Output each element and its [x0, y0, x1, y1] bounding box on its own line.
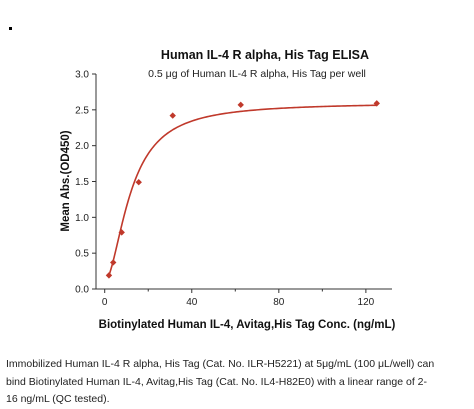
- x-axis-label: Biotinylated Human IL-4, Avitag,His Tag …: [99, 319, 396, 331]
- data-point: [373, 100, 380, 107]
- data-point: [110, 259, 117, 266]
- y-tick-label: 1.5: [75, 177, 89, 188]
- data-point: [105, 272, 113, 279]
- data-point: [118, 229, 125, 236]
- x-tick-label: 40: [186, 297, 198, 308]
- data-point: [237, 101, 244, 109]
- y-tick-label: 2.5: [75, 105, 89, 116]
- x-tick-label: 80: [273, 297, 285, 308]
- figure-caption: Immobilized Human IL-4 R alpha, His Tag …: [6, 356, 470, 409]
- y-tick-label: 0.0: [75, 285, 89, 296]
- caption-line: 16 ng/mL (QC tested).: [6, 393, 110, 405]
- x-tick-label: 0: [102, 297, 108, 308]
- caption-line: Immobilized Human IL-4 R alpha, His Tag …: [6, 358, 435, 370]
- data-point: [169, 112, 176, 119]
- y-tick-label: 2.0: [75, 141, 89, 152]
- elisa-chart: Human IL-4 R alpha, His Tag ELISA 0.5 μg…: [60, 48, 396, 331]
- x-tick-label: 120: [358, 297, 375, 308]
- y-axis-ticks: 0.0 0.5 1.0 1.5 2.0 2.5 3.0: [75, 70, 96, 296]
- chart-title: Human IL-4 R alpha, His Tag ELISA: [161, 48, 369, 62]
- y-axis-label: Mean Abs.(OD450): [60, 130, 72, 231]
- fit-curve: [108, 104, 377, 276]
- data-points: [105, 100, 380, 279]
- data-point: [135, 179, 142, 186]
- chart-subtitle: 0.5 μg of Human IL-4 R alpha, His Tag pe…: [148, 68, 366, 80]
- corner-dot: [9, 27, 12, 30]
- y-tick-label: 0.5: [75, 249, 89, 260]
- caption-line: bind Biotinylated Human IL-4, Avitag,His…: [6, 375, 427, 388]
- x-axis-ticks: 0 40 80 120: [102, 289, 375, 308]
- y-tick-label: 1.0: [75, 213, 89, 224]
- y-tick-label: 3.0: [75, 70, 89, 81]
